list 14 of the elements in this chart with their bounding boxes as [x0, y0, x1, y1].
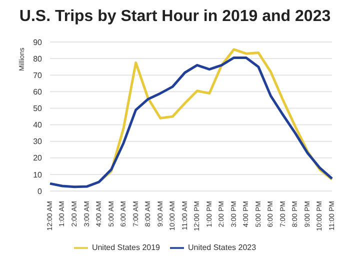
- y-tick-label: 90: [33, 38, 43, 47]
- y-tick-label: 50: [33, 104, 43, 114]
- line-series: [48, 56, 334, 188]
- y-tick-label: 10: [33, 170, 43, 180]
- y-tick-label: 80: [33, 54, 43, 64]
- y-tick-label: 40: [33, 120, 43, 130]
- legend-label: United States 2019: [92, 243, 160, 252]
- chart-title: U.S. Trips by Start Hour in 2019 and 2023: [18, 8, 332, 27]
- y-tick-label: 0: [38, 186, 43, 196]
- y-tick-label: 20: [33, 154, 43, 163]
- y-tick-label: 70: [33, 70, 43, 80]
- legend-label: United States 2023: [188, 243, 256, 252]
- y-tick-label: 30: [33, 137, 43, 146]
- y-tick-label: 60: [33, 88, 43, 97]
